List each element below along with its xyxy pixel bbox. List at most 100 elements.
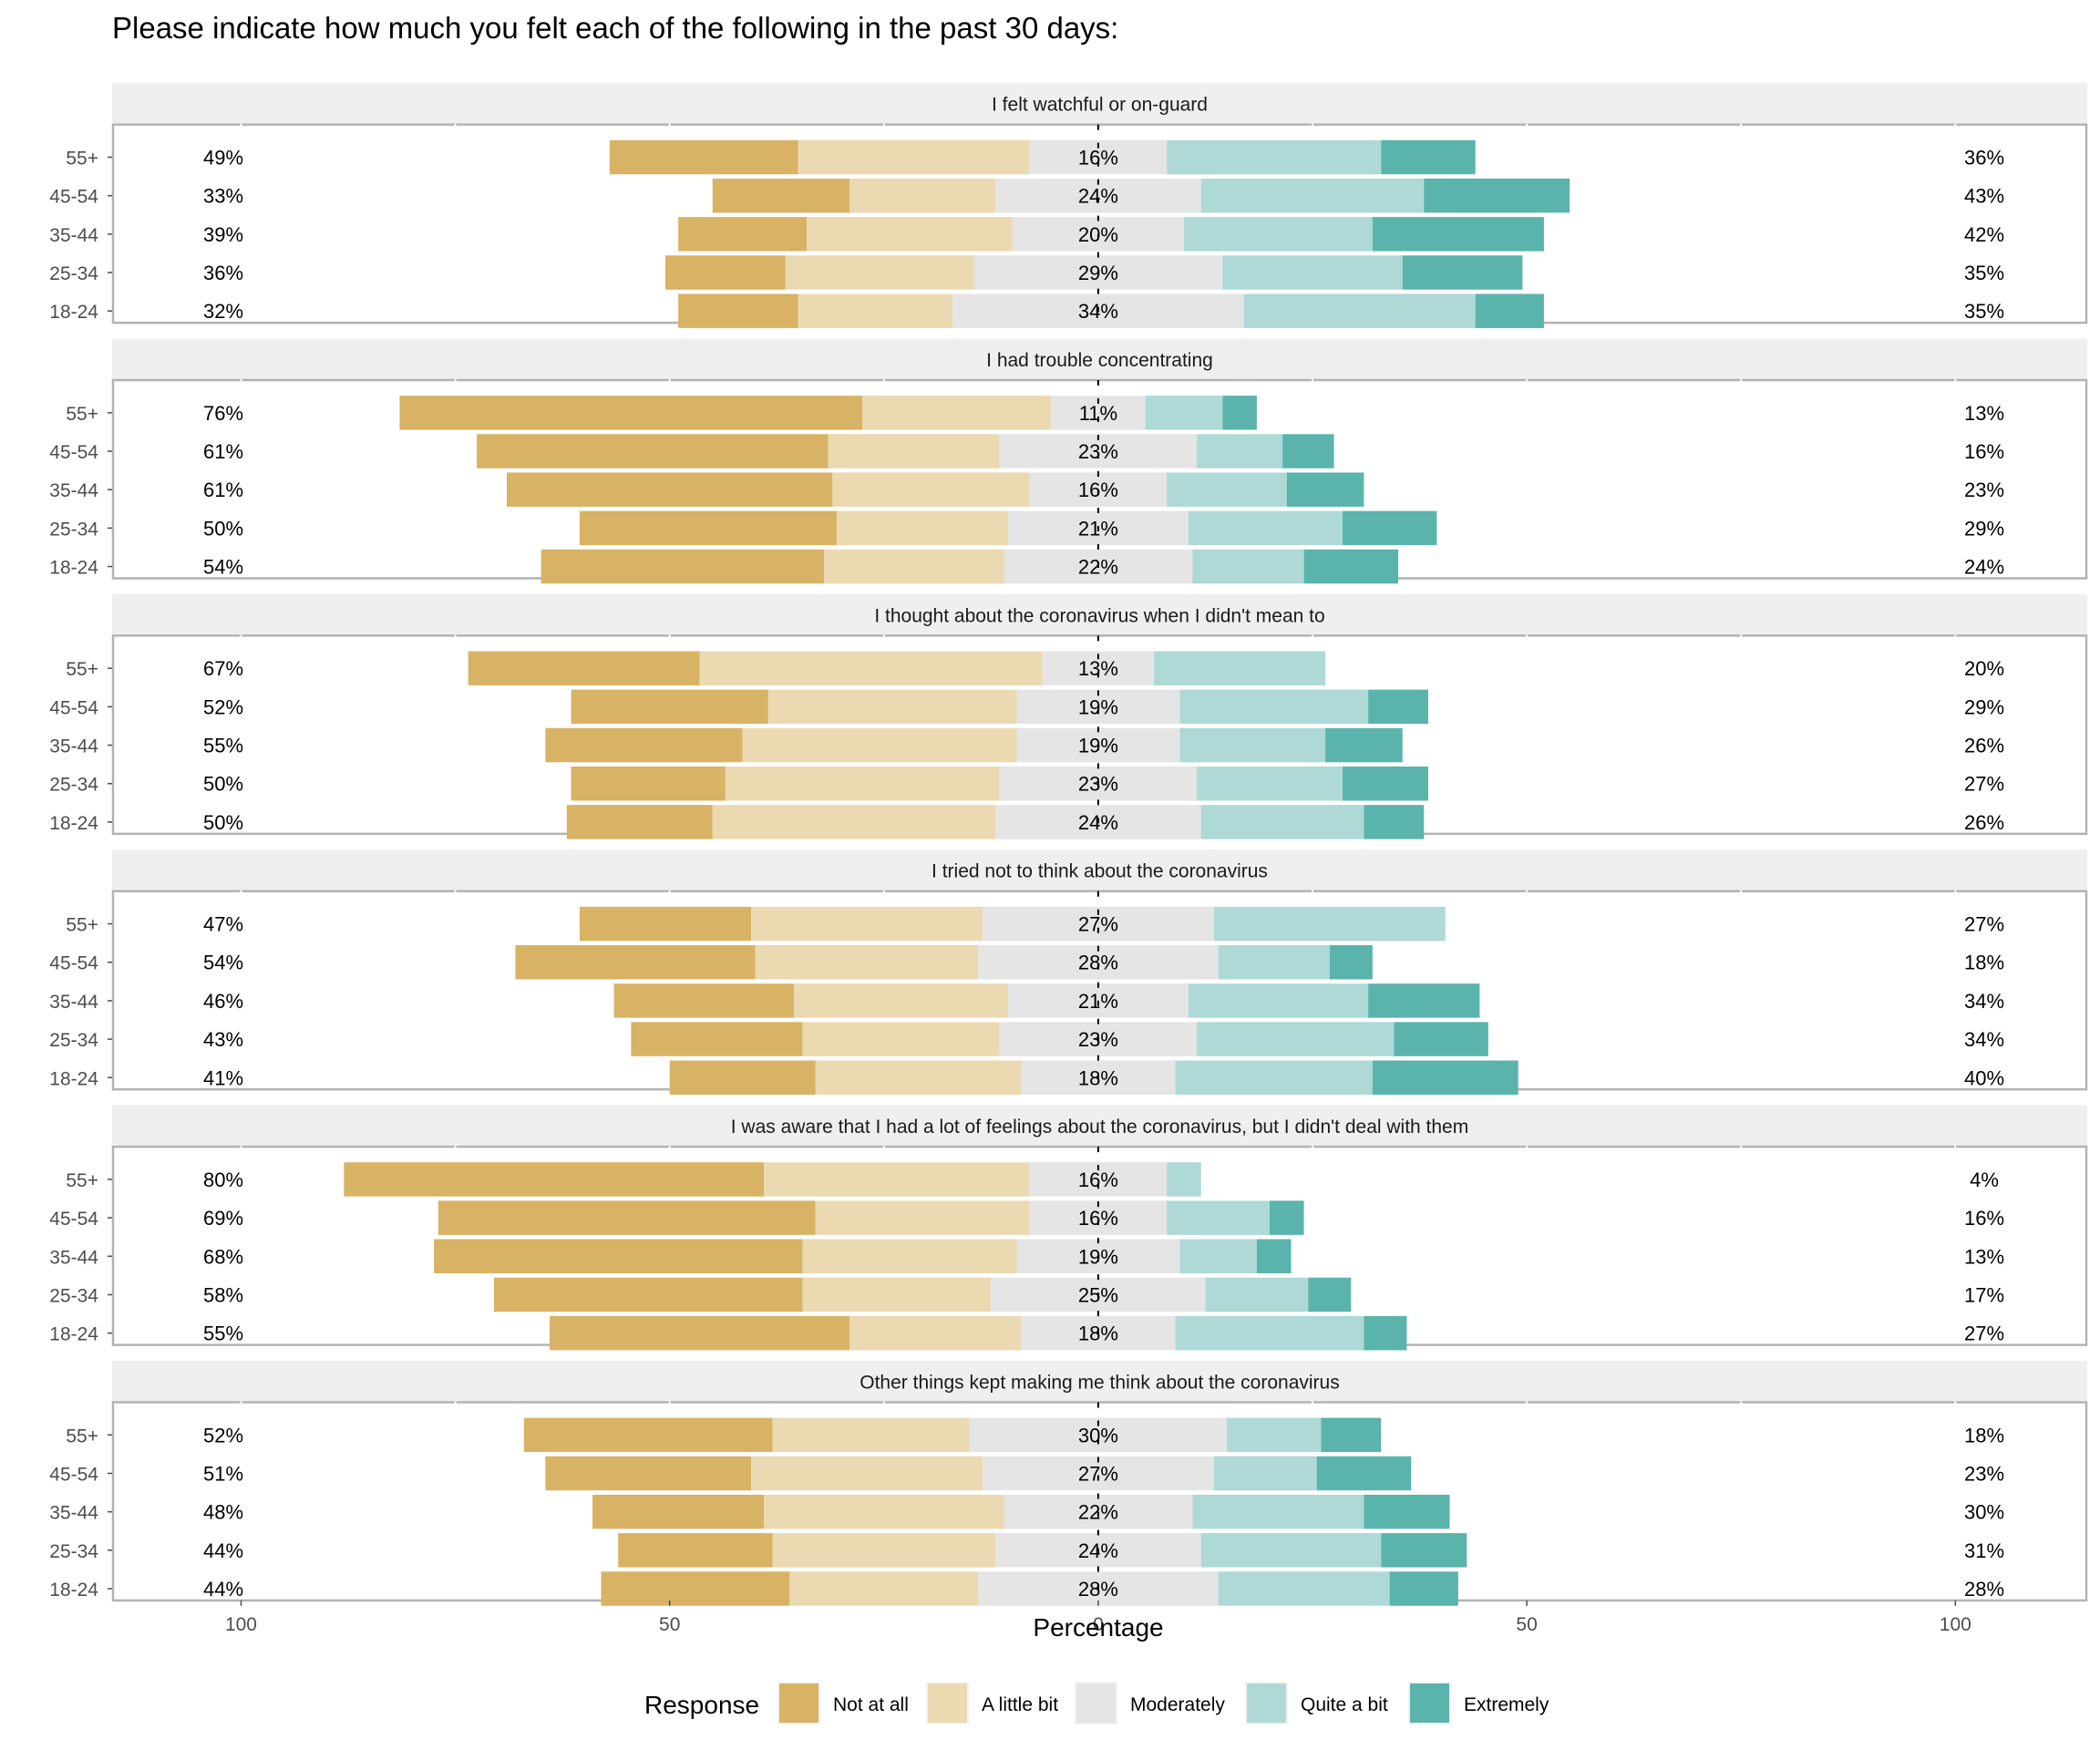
right-percent-label: 35% <box>1964 262 2004 284</box>
bar-segment-not-at-all <box>664 255 786 290</box>
y-tick-label: 25-34 <box>49 1541 98 1562</box>
y-tick-label: 45-54 <box>49 187 98 208</box>
bar-segment-extremely <box>1308 1277 1352 1312</box>
bar-segment-quite-a-bit <box>1200 805 1364 839</box>
bar-row: 45-54 69% 16% 16% <box>49 1200 2004 1235</box>
y-tick-label: 35-44 <box>49 1503 98 1524</box>
bar-segment-extremely <box>1394 1022 1488 1056</box>
x-tick-label: 100 <box>1940 1614 1971 1635</box>
bar-segment-not-at-all <box>515 945 756 980</box>
bar-segment-not-at-all <box>507 472 833 507</box>
bar-segment-extremely <box>1286 472 1364 507</box>
bar-segment-a-little-bit <box>802 1239 1017 1274</box>
panel-title: I was aware that I had a lot of feelings… <box>731 1117 1468 1138</box>
left-percent-label: 41% <box>203 1066 243 1089</box>
bar-segment-extremely <box>1372 1060 1518 1095</box>
bar-segment-extremely <box>1282 434 1334 468</box>
bar-segment-quite-a-bit <box>1167 472 1287 507</box>
bar-segment-not-at-all <box>399 396 863 430</box>
panels: I felt watchful or on-guard 55+ 49% 16% 36% 4… <box>49 83 2088 1606</box>
x-axis-label: Percentage <box>1033 1613 1163 1642</box>
x-axis: 100 50 0 50 100 <box>225 1600 1971 1635</box>
bar-row: 35-44 61% 16% 23% <box>49 472 2004 507</box>
bar-segment-a-little-bit <box>815 1060 1022 1095</box>
bar-segment-extremely <box>1256 1239 1292 1274</box>
bar-segment-extremely <box>1303 549 1399 584</box>
left-percent-label: 50% <box>203 517 243 540</box>
bar-row: 35-44 46% 21% 34% <box>49 983 2004 1018</box>
bar-segment-extremely <box>1342 766 1428 801</box>
bar-segment-quite-a-bit <box>1197 434 1283 468</box>
left-percent-label: 33% <box>203 185 243 208</box>
bar-segment-a-little-bit <box>772 1533 996 1568</box>
bar-segment-a-little-bit <box>802 1277 992 1312</box>
legend-label: Moderately <box>1130 1694 1225 1715</box>
right-percent-label: 26% <box>1964 811 2004 834</box>
bar-segment-quite-a-bit <box>1218 1571 1390 1606</box>
bar-segment-a-little-bit <box>751 1456 983 1491</box>
bar-segment-extremely <box>1381 139 1476 175</box>
bar-segment-not-at-all <box>571 766 726 801</box>
right-percent-label: 13% <box>1964 1245 2004 1268</box>
y-tick-label: 25-34 <box>49 263 98 284</box>
panel: I was aware that I had a lot of feelings… <box>49 1105 2088 1351</box>
middle-percent-label: 28% <box>1078 952 1118 974</box>
right-percent-label: 40% <box>1964 1066 2004 1089</box>
legend-item: Extremely <box>1408 1682 1549 1724</box>
bar-segment-quite-a-bit <box>1154 651 1326 685</box>
legend-swatch <box>1076 1683 1116 1723</box>
bar-segment-a-little-bit <box>699 651 1043 685</box>
bar-segment-a-little-bit <box>849 1315 1022 1351</box>
bar-segment-quite-a-bit <box>1213 1456 1317 1491</box>
bar-segment-not-at-all <box>438 1200 816 1235</box>
bar-segment-a-little-bit <box>798 293 953 328</box>
y-tick-label: 18-24 <box>49 558 98 579</box>
bar-row: 18-24 50% 24% 26% <box>49 805 2004 839</box>
bar-row: 35-44 39% 20% 42% <box>49 217 2004 252</box>
legend-item: A little bit <box>926 1682 1058 1724</box>
legend: Response Not at all A little bit Moderatel… <box>644 1682 1549 1724</box>
bar-segment-not-at-all <box>601 1571 790 1606</box>
y-tick-label: 55+ <box>66 1426 98 1446</box>
left-percent-label: 49% <box>203 146 243 169</box>
y-tick-label: 55+ <box>66 404 98 425</box>
left-percent-label: 55% <box>203 735 243 757</box>
bar-segment-quite-a-bit <box>1188 983 1369 1018</box>
bar-row: 55+ 80% 16% 4% <box>66 1162 1999 1197</box>
y-tick-label: 18-24 <box>49 1580 98 1601</box>
legend-label: Quite a bit <box>1301 1694 1388 1715</box>
bar-row: 45-54 54% 28% 18% <box>49 945 2004 980</box>
bar-row: 18-24 54% 22% 24% <box>49 549 2004 584</box>
bar-segment-quite-a-bit <box>1205 1277 1309 1312</box>
bar-segment-a-little-bit <box>794 983 1009 1018</box>
left-percent-label: 68% <box>203 1245 243 1268</box>
right-percent-label: 35% <box>1964 300 2004 323</box>
right-percent-label: 4% <box>1970 1168 1999 1191</box>
bar-segment-a-little-bit <box>742 727 1017 763</box>
panel-strip <box>112 1105 2087 1148</box>
bar-segment-not-at-all <box>609 139 798 175</box>
middle-percent-label: 19% <box>1078 695 1118 718</box>
left-percent-label: 76% <box>203 402 243 425</box>
bar-segment-extremely <box>1389 1571 1458 1606</box>
bar-segment-quite-a-bit <box>1222 255 1403 290</box>
bar-segment-a-little-bit <box>767 689 1017 725</box>
bar-segment-not-at-all <box>540 549 824 584</box>
y-tick-label: 18-24 <box>49 1324 98 1345</box>
y-tick-label: 35-44 <box>49 1247 98 1268</box>
legend-swatch <box>779 1683 818 1723</box>
left-percent-label: 50% <box>203 773 243 796</box>
bar-segment-not-at-all <box>545 727 743 763</box>
left-percent-label: 50% <box>203 811 243 834</box>
panel-title: Other things kept making me think about … <box>860 1372 1339 1393</box>
panel: I thought about the coronavirus when I d… <box>49 593 2088 839</box>
right-percent-label: 31% <box>1964 1539 2004 1562</box>
bar-segment-a-little-bit <box>823 549 1004 584</box>
right-percent-label: 23% <box>1964 479 2004 501</box>
y-tick-label: 55+ <box>66 659 98 680</box>
right-percent-label: 29% <box>1964 517 2004 540</box>
bar-row: 25-34 50% 21% 29% <box>49 510 2004 546</box>
right-percent-label: 17% <box>1964 1283 2004 1306</box>
bar-segment-not-at-all <box>550 1315 850 1351</box>
bar-segment-extremely <box>1364 1494 1450 1529</box>
